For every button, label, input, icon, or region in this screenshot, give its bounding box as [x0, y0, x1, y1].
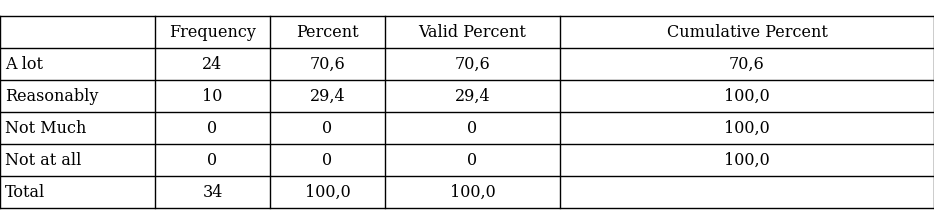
Text: 34: 34 — [203, 183, 222, 200]
Text: 70,6: 70,6 — [729, 56, 765, 73]
Text: 0: 0 — [467, 119, 477, 136]
Text: 29,4: 29,4 — [455, 88, 490, 105]
Text: Total: Total — [5, 183, 45, 200]
Text: 100,0: 100,0 — [724, 151, 770, 168]
Text: 0: 0 — [322, 119, 333, 136]
Text: Not at all: Not at all — [5, 151, 81, 168]
Text: 100,0: 100,0 — [449, 183, 495, 200]
Text: 0: 0 — [322, 151, 333, 168]
Text: Frequency: Frequency — [169, 24, 256, 41]
Text: 24: 24 — [203, 56, 222, 73]
Text: 0: 0 — [467, 151, 477, 168]
Text: 70,6: 70,6 — [455, 56, 490, 73]
Text: Reasonably: Reasonably — [5, 88, 98, 105]
Text: 0: 0 — [207, 119, 218, 136]
Text: Percent: Percent — [296, 24, 359, 41]
Text: 100,0: 100,0 — [724, 88, 770, 105]
Text: 0: 0 — [207, 151, 218, 168]
Text: Not Much: Not Much — [5, 119, 86, 136]
Text: 10: 10 — [203, 88, 222, 105]
Text: A lot: A lot — [5, 56, 43, 73]
Text: 70,6: 70,6 — [310, 56, 346, 73]
Text: 29,4: 29,4 — [310, 88, 346, 105]
Text: Valid Percent: Valid Percent — [418, 24, 527, 41]
Text: 100,0: 100,0 — [304, 183, 350, 200]
Text: 100,0: 100,0 — [724, 119, 770, 136]
Text: Cumulative Percent: Cumulative Percent — [667, 24, 828, 41]
